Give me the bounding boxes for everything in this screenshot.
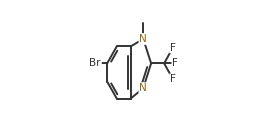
Text: F: F xyxy=(172,58,178,68)
Text: Br: Br xyxy=(89,58,101,68)
Text: F: F xyxy=(170,43,176,53)
Text: N: N xyxy=(139,83,147,93)
Text: F: F xyxy=(170,74,176,84)
Text: N: N xyxy=(139,34,147,44)
